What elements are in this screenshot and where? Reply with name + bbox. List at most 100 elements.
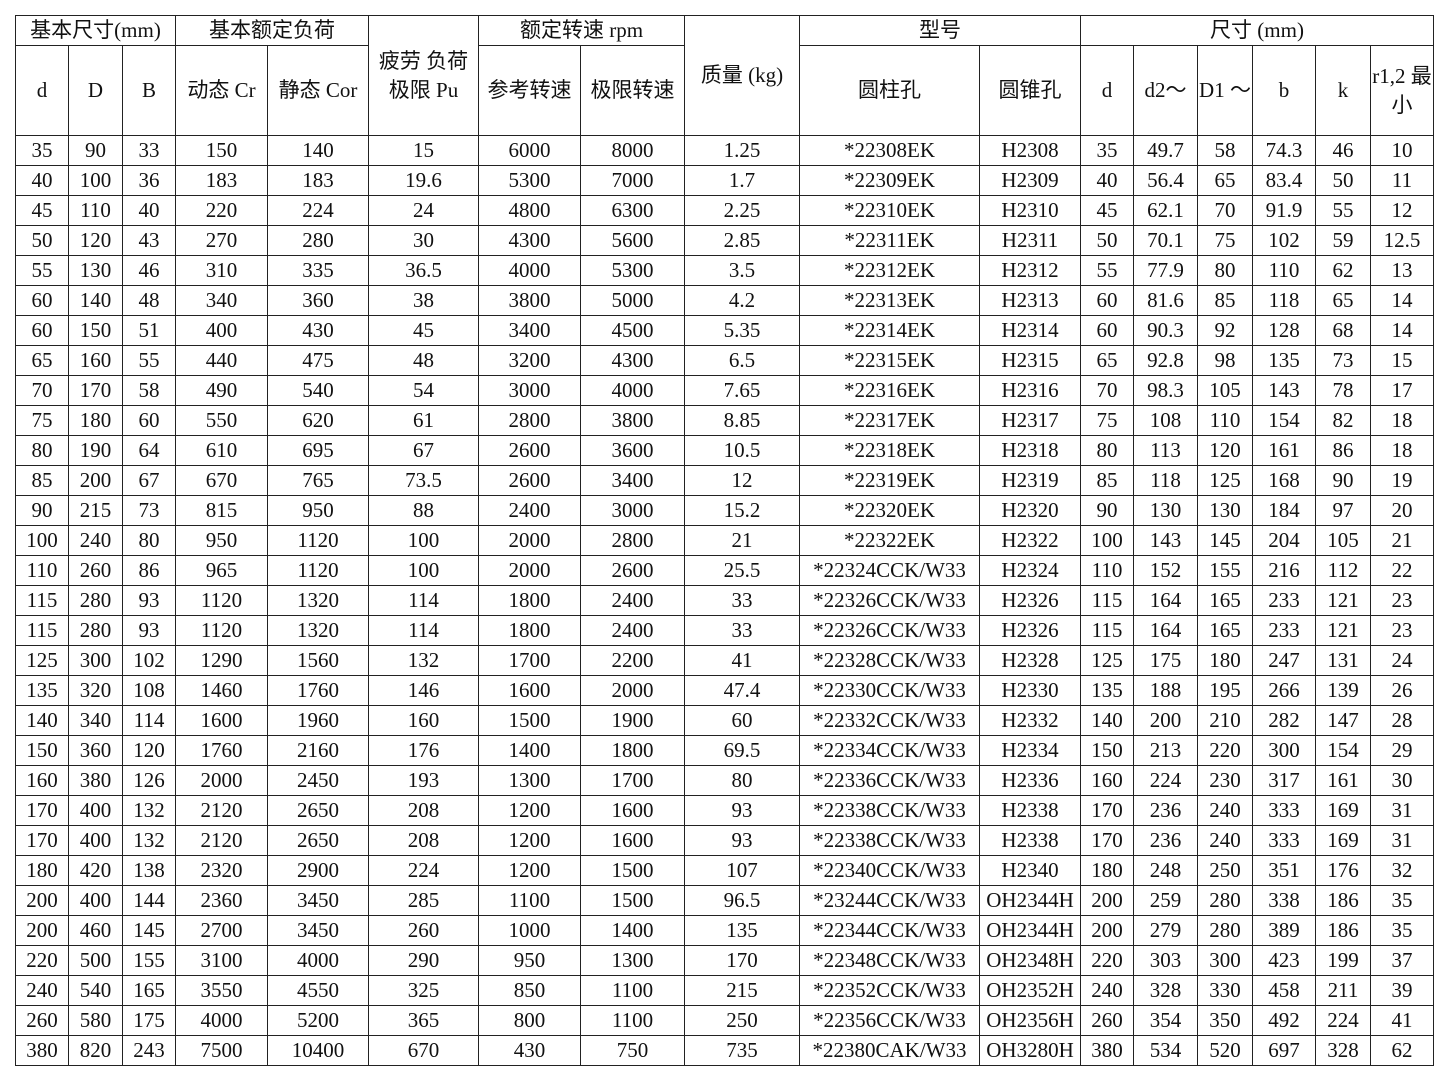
table-cell: 164 (1133, 615, 1198, 646)
table-cell: 351 (1252, 855, 1316, 886)
table-cell: 354 (1133, 1005, 1198, 1036)
table-cell: 41 (684, 645, 800, 676)
table-cell: 160 (68, 345, 123, 376)
table-cell: 365 (368, 1005, 479, 1036)
table-row: 60 140 48 340 360 38 3800 5000 4.2 *22313EK H2313 6… (15, 285, 1434, 316)
table-cell: 118 (1133, 465, 1198, 496)
table-cell: 65 (1080, 345, 1134, 376)
table-cell: 380 (68, 765, 123, 796)
column-header: D (68, 45, 123, 136)
table-row: 60 150 51 400 430 45 3400 4500 5.35 *22314EK H2314… (15, 315, 1434, 346)
table-cell: 92.8 (1133, 345, 1198, 376)
table-cell: OH2344H (979, 915, 1081, 946)
table-cell: 193 (368, 765, 479, 796)
table-cell: *22310EK (799, 195, 980, 226)
table-cell: 1500 (580, 885, 685, 916)
table-cell: 28 (1370, 705, 1434, 736)
table-cell: 45 (1080, 195, 1134, 226)
table-cell: 4000 (478, 255, 581, 286)
table-cell: 65 (1197, 165, 1253, 196)
table-cell: 300 (1197, 945, 1253, 976)
table-cell: *23244CCK/W33 (799, 885, 980, 916)
table-cell: 215 (684, 975, 800, 1006)
table-row: 115 280 93 1120 1320 114 1800 2400 33 *22326CCK/W… (15, 615, 1434, 646)
table-cell: 1500 (478, 705, 581, 736)
table-cell: 40 (1080, 165, 1134, 196)
table-cell: 338 (1252, 885, 1316, 916)
column-header: 圆柱孔 (799, 45, 980, 136)
table-cell: 1460 (175, 675, 268, 706)
table-cell: 126 (122, 765, 176, 796)
table-cell: 800 (478, 1005, 581, 1036)
table-cell: 2600 (478, 465, 581, 496)
table-row: 140 340 114 1600 1960 160 1500 1900 60 *22332CCK/… (15, 705, 1434, 736)
table-cell: 250 (1197, 855, 1253, 886)
table-cell: 55 (15, 255, 69, 286)
table-cell: 6000 (478, 135, 581, 166)
table-cell: 2000 (175, 765, 268, 796)
table-cell: 30 (1370, 765, 1434, 796)
table-cell: H2313 (979, 285, 1081, 316)
table-cell: 40 (122, 195, 176, 226)
table-cell: 1120 (267, 525, 369, 556)
table-cell: 3200 (478, 345, 581, 376)
table-cell: 19.6 (368, 165, 479, 196)
table-cell: 340 (175, 285, 268, 316)
table-cell: 62.1 (1133, 195, 1198, 226)
table-cell: 815 (175, 495, 268, 526)
table-cell: 91.9 (1252, 195, 1316, 226)
table-cell: 65 (15, 345, 69, 376)
column-header: B (122, 45, 176, 136)
table-cell: 695 (267, 435, 369, 466)
table-row: 220 500 155 3100 4000 290 950 1300 170 *22348CCK/… (15, 945, 1434, 976)
table-cell: 380 (15, 1035, 69, 1066)
table-cell: 328 (1133, 975, 1198, 1006)
table-cell: *22315EK (799, 345, 980, 376)
table-row: 160 380 126 2000 2450 193 1300 1700 80 *22336CCK/… (15, 765, 1434, 796)
table-cell: 147 (1315, 705, 1371, 736)
column-header: d (1080, 45, 1134, 136)
table-cell: 17 (1370, 375, 1434, 406)
table-cell: 143 (1133, 525, 1198, 556)
table-cell: 36.5 (368, 255, 479, 286)
table-cell: 2120 (175, 825, 268, 856)
table-cell: H2322 (979, 525, 1081, 556)
table-cell: 380 (1080, 1035, 1134, 1066)
table-cell: 21 (684, 525, 800, 556)
table-cell: 74.3 (1252, 135, 1316, 166)
table-cell: H2308 (979, 135, 1081, 166)
table-cell: 1320 (267, 615, 369, 646)
table-cell: 130 (1133, 495, 1198, 526)
table-cell: *22356CCK/W33 (799, 1005, 980, 1036)
table-cell: 2650 (267, 795, 369, 826)
table-cell: 259 (1133, 885, 1198, 916)
table-cell: 140 (68, 285, 123, 316)
table-cell: *22330CCK/W33 (799, 675, 980, 706)
table-cell: 1560 (267, 645, 369, 676)
table-cell: 92 (1197, 315, 1253, 346)
table-cell: 60 (15, 315, 69, 346)
table-cell: H2309 (979, 165, 1081, 196)
table-cell: *22344CCK/W33 (799, 915, 980, 946)
table-cell: 750 (580, 1035, 685, 1066)
table-cell: 14 (1370, 315, 1434, 346)
table-row: 115 280 93 1120 1320 114 1800 2400 33 *22326CCK/W… (15, 585, 1434, 616)
table-cell: 1320 (267, 585, 369, 616)
table-cell: 155 (122, 945, 176, 976)
table-cell: 100 (368, 555, 479, 586)
table-cell: *22326CCK/W33 (799, 615, 980, 646)
table-cell: 135 (684, 915, 800, 946)
table-cell: 170 (684, 945, 800, 976)
table-cell: 492 (1252, 1005, 1316, 1036)
table-cell: 3.5 (684, 255, 800, 286)
table-cell: 300 (68, 645, 123, 676)
table-cell: 325 (368, 975, 479, 1006)
table-cell: 7500 (175, 1035, 268, 1066)
table-cell: 165 (122, 975, 176, 1006)
table-cell: 154 (1252, 405, 1316, 436)
table-cell: 125 (1197, 465, 1253, 496)
table-cell: 2160 (267, 735, 369, 766)
column-header: d (15, 45, 69, 136)
table-cell: 26 (1370, 675, 1434, 706)
table-cell: H2312 (979, 255, 1081, 286)
